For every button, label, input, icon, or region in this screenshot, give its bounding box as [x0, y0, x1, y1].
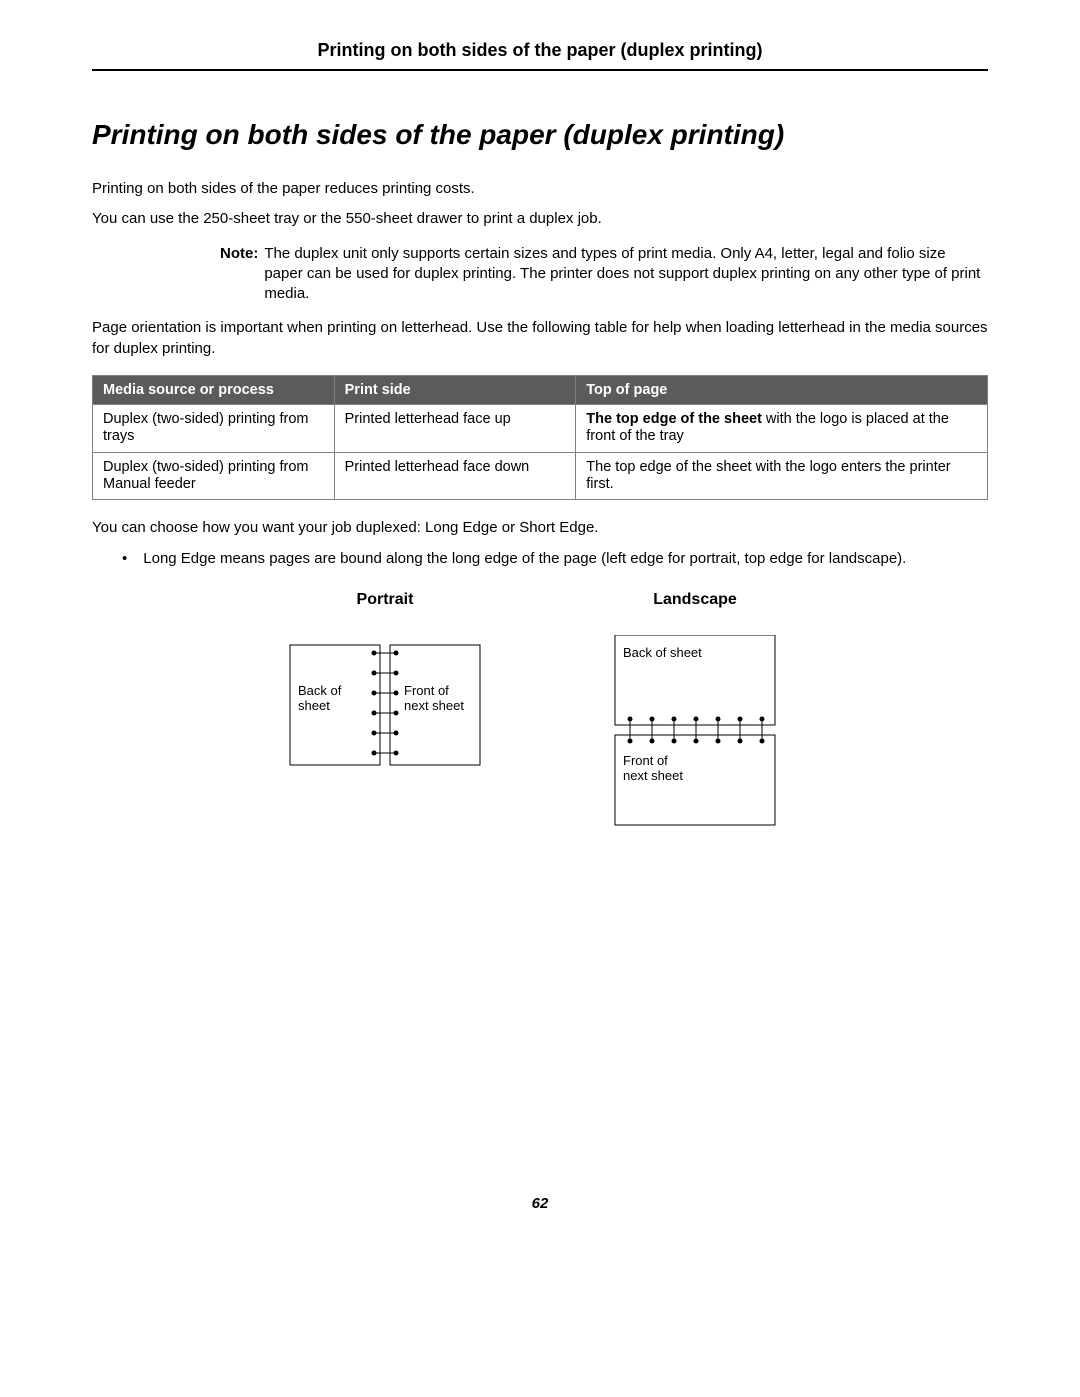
landscape-title: Landscape	[570, 591, 820, 609]
table-row: Duplex (two-sided) printing from Manual …	[93, 452, 988, 500]
main-title: Printing on both sides of the paper (dup…	[92, 119, 988, 151]
svg-text:Back of: Back of	[298, 683, 342, 698]
bullet-longedge: • Long Edge means pages are bound along …	[122, 549, 988, 569]
td-top-2: The top edge of the sheet with the logo …	[576, 452, 988, 500]
portrait-diagram: Back of sheet Front of next sheet	[270, 635, 500, 775]
svg-text:Front of: Front of	[623, 753, 668, 768]
intro-p1: Printing on both sides of the paper redu…	[92, 179, 988, 199]
portrait-col: Portrait Back of sheet Front of next she…	[260, 591, 510, 835]
td-media-1: Duplex (two-sided) printing from trays	[93, 404, 335, 452]
svg-text:next sheet: next sheet	[404, 698, 464, 713]
td-printside-2: Printed letterhead face down	[334, 452, 576, 500]
landscape-diagram: Back of sheet Front of next sheet	[605, 635, 785, 835]
td-top-1-bold: The top edge of the sheet	[586, 411, 762, 427]
intro-p2: You can use the 250-sheet tray or the 55…	[92, 209, 988, 229]
th-top: Top of page	[576, 375, 988, 404]
page-number: 62	[92, 1195, 988, 1212]
note-label: Note:	[220, 244, 258, 305]
intro-p3: Page orientation is important when print…	[92, 318, 988, 359]
svg-text:sheet: sheet	[298, 698, 330, 713]
duplex-table: Media source or process Print side Top o…	[92, 375, 988, 501]
svg-text:Front of: Front of	[404, 683, 449, 698]
note-text: The duplex unit only supports certain si…	[264, 244, 988, 305]
td-media-2: Duplex (two-sided) printing from Manual …	[93, 452, 335, 500]
header-rule	[92, 69, 988, 71]
intro-p4: You can choose how you want your job dup…	[92, 518, 988, 538]
diagram-row: Portrait Back of sheet Front of next she…	[92, 591, 988, 835]
bullet-text: Long Edge means pages are bound along th…	[143, 549, 906, 569]
svg-text:Back of sheet: Back of sheet	[623, 645, 702, 660]
landscape-col: Landscape Back of sheet Front of next sh…	[570, 591, 820, 835]
td-top-2-rest: The top edge of the sheet with the logo …	[586, 459, 950, 492]
page-header-title: Printing on both sides of the paper (dup…	[92, 40, 988, 61]
td-top-1: The top edge of the sheet with the logo …	[576, 404, 988, 452]
table-header-row: Media source or process Print side Top o…	[93, 375, 988, 404]
td-printside-1: Printed letterhead face up	[334, 404, 576, 452]
table-row: Duplex (two-sided) printing from trays P…	[93, 404, 988, 452]
portrait-title: Portrait	[260, 591, 510, 609]
th-printside: Print side	[334, 375, 576, 404]
th-media: Media source or process	[93, 375, 335, 404]
bullet-mark: •	[122, 549, 127, 569]
svg-text:next sheet: next sheet	[623, 768, 683, 783]
note-block: Note: The duplex unit only supports cert…	[220, 244, 988, 305]
